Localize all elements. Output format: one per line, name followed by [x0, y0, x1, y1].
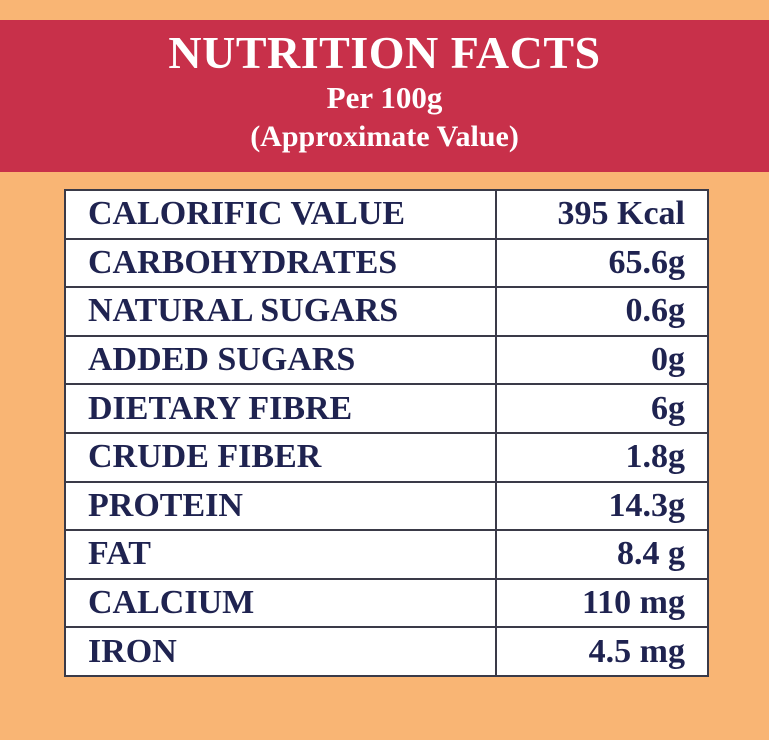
- nutrient-name: CARBOHYDRATES: [64, 237, 497, 289]
- nutrient-value: 0.6g: [495, 286, 709, 337]
- nutrient-name: DIETARY FIBRE: [64, 383, 497, 434]
- table-row: CARBOHYDRATES 65.6g: [64, 237, 709, 289]
- table-row: CRUDE FIBER 1.8g: [64, 431, 709, 483]
- nutrient-name: ADDED SUGARS: [64, 334, 497, 386]
- nutrient-value: 1.8g: [495, 431, 709, 483]
- nutrient-value: 6g: [495, 383, 709, 434]
- nutrient-value: 65.6g: [495, 237, 709, 289]
- table-row: PROTEIN 14.3g: [64, 480, 709, 532]
- table-row: ADDED SUGARS 0g: [64, 334, 709, 386]
- nutrient-name: CALCIUM: [64, 577, 497, 629]
- note: (Approximate Value): [250, 120, 519, 153]
- table-row: NATURAL SUGARS 0.6g: [64, 286, 709, 337]
- nutrient-value: 395 Kcal: [495, 189, 709, 240]
- table-row: CALORIFIC VALUE 395 Kcal: [64, 189, 709, 240]
- nutrient-name: FAT: [64, 529, 497, 580]
- nutrient-name: CRUDE FIBER: [64, 431, 497, 483]
- nutrient-value: 0g: [495, 334, 709, 386]
- nutrient-name: IRON: [64, 626, 497, 677]
- table-row: DIETARY FIBRE 6g: [64, 383, 709, 434]
- nutrient-value: 110 mg: [495, 577, 709, 629]
- table-row: CALCIUM 110 mg: [64, 577, 709, 629]
- nutrition-table: CALORIFIC VALUE 395 Kcal CARBOHYDRATES 65.6…: [64, 189, 709, 677]
- nutrient-value: 8.4 g: [495, 529, 709, 580]
- nutrient-name: NATURAL SUGARS: [64, 286, 497, 337]
- nutrient-name: PROTEIN: [64, 480, 497, 532]
- header-band: NUTRITION FACTS Per 100g (Approximate Va…: [0, 20, 769, 172]
- nutrient-name: CALORIFIC VALUE: [64, 189, 497, 240]
- table-row: IRON 4.5 mg: [64, 626, 709, 677]
- title: NUTRITION FACTS: [168, 27, 601, 78]
- table-row: FAT 8.4 g: [64, 529, 709, 580]
- subtitle: Per 100g: [326, 80, 443, 115]
- nutrient-value: 14.3g: [495, 480, 709, 532]
- nutrient-value: 4.5 mg: [495, 626, 709, 677]
